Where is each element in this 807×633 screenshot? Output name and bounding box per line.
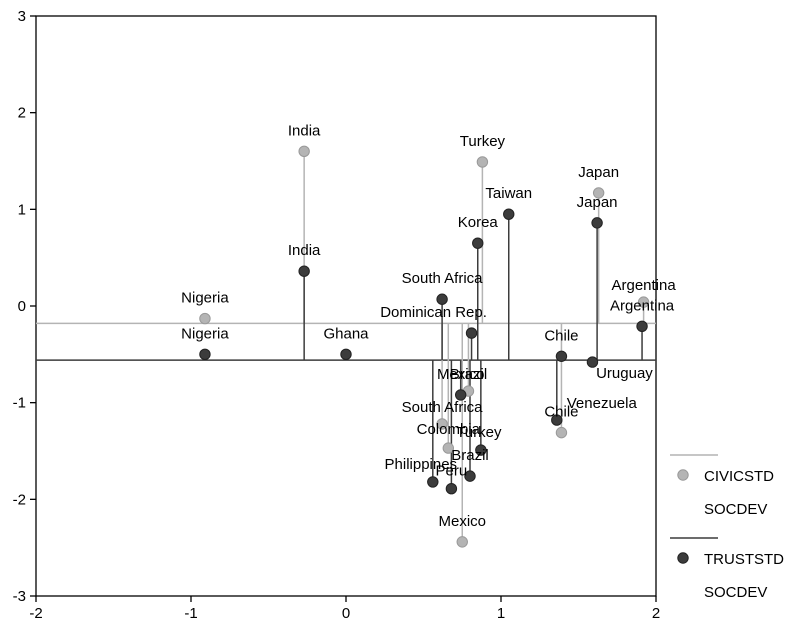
point-label: Chile [544,327,578,344]
legend-series-name: CIVICSTD [704,468,774,485]
point-label: Peru [436,463,468,480]
legend: CIVICSTD SOCDEV TRUSTSTD SOCDEV [670,454,784,601]
data-point [586,356,599,368]
legend-marker [677,552,689,564]
point-label: India [288,122,321,139]
y-tick-label: -2 [13,491,26,508]
point-label: Colombia [417,421,481,438]
point-label: Nigeria [181,290,229,307]
y-tick-label: -3 [13,588,26,605]
x-tick-label: 0 [342,605,350,622]
legend-series-subname: SOCDEV [704,584,767,601]
data-point [199,348,211,361]
point-label: Taiwan [485,185,532,202]
legend-marker [677,469,689,481]
y-tick-label: 0 [18,298,26,315]
data-point [637,296,650,308]
point-label: Japan [577,194,618,211]
point-label: Uruguay [596,365,653,382]
point-label: Nigeria [181,325,229,342]
point-label: Brazil [451,447,489,464]
y-tick-label: 1 [18,201,26,218]
point-label: Brazil [450,366,488,383]
x-tick-label: 1 [497,605,505,622]
data-point [199,312,211,325]
data-point [436,418,448,430]
data-point [298,145,310,158]
drop-lines [204,151,645,542]
data-point [340,348,352,361]
data-point [456,536,468,548]
point-label: Philippines [385,456,458,473]
point-label: Turkey [456,424,502,441]
data-point [455,389,467,401]
point-label: South Africa [402,270,484,287]
data-point [636,320,648,332]
x-tick-label: -2 [29,605,42,622]
data-points [199,145,650,548]
data-point [445,483,458,495]
x-tick-label: 2 [652,605,660,622]
y-tick-label: 3 [18,8,26,25]
data-point [592,187,605,199]
data-point [476,156,489,168]
point-label: India [288,242,321,259]
y-tick-label: -1 [13,395,26,412]
point-label: Argentina [610,297,675,314]
point-label: Japan [578,164,619,181]
point-label: South Africa [402,399,484,416]
data-point [503,208,515,220]
point-label: Mexico [437,366,485,383]
data-point [555,426,568,439]
data-point [427,476,439,488]
legend-series-name: TRUSTSTD [704,551,784,568]
point-label: Turkey [460,133,506,150]
data-point [551,414,563,426]
point-labels: India Nigeria Turkey Japan Argentina Brazil So… [181,122,676,530]
legend-series-subname: SOCDEV [704,501,767,518]
y-tick-label: 2 [18,105,26,122]
point-label: Korea [458,214,499,231]
data-point [464,470,476,482]
data-point [591,217,603,229]
point-label: Dominican Rep. [380,304,487,321]
point-label: Argentina [611,277,676,294]
point-label: Venezuela [567,395,638,412]
data-point [472,237,484,249]
point-label: Mexico [438,513,486,530]
data-point [436,293,448,305]
data-point [442,442,454,454]
plot-frame [35,15,657,597]
data-point [298,265,310,277]
data-point [555,350,568,362]
data-point [465,327,478,339]
x-tick-label: -1 [184,605,197,622]
data-point [475,444,487,456]
point-label: Ghana [323,325,369,342]
point-label: Chile [544,404,578,421]
